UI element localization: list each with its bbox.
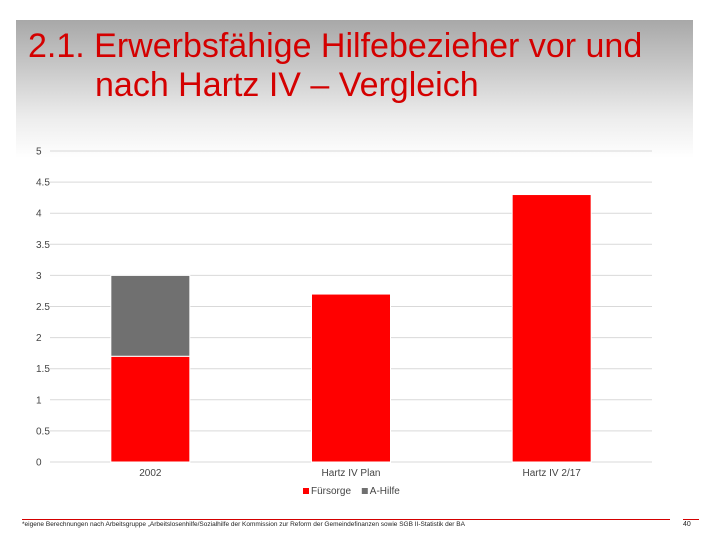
y-tick-label: 3 [36, 271, 42, 282]
page-number: 40 [683, 521, 691, 528]
y-tick-label: 1.5 [36, 364, 50, 375]
slide-title-line-2: nach Hartz IV – Vergleich [95, 66, 479, 104]
y-tick-label: 0.5 [36, 426, 50, 437]
y-tick-label: 2 [36, 333, 42, 344]
bar-a-hilfe [110, 274, 191, 357]
footer-rule-page [683, 519, 699, 520]
legend-swatch [361, 488, 368, 494]
y-tick-label: 2.5 [36, 302, 50, 313]
source-footnote: *eigene Berechnungen nach Arbeitsgruppe … [22, 521, 465, 528]
bar-fuersorge [511, 194, 592, 463]
y-tick-label: 4.5 [36, 178, 50, 189]
legend-label: Fürsorge [311, 486, 351, 497]
y-tick-label: 5 [36, 147, 42, 158]
x-category-label: Hartz IV 2/17 [522, 468, 581, 479]
x-category-label: 2002 [139, 468, 162, 479]
y-tick-label: 1 [36, 395, 42, 406]
legend-swatch [303, 488, 309, 494]
bar-fuersorge [110, 355, 191, 463]
x-category-label: Hartz IV Plan [322, 468, 381, 479]
y-tick-label: 4 [36, 209, 42, 220]
slide-title-line-1: 2.1. Erwerbsfähige Hilfebezieher vor und [28, 27, 643, 65]
legend-label: A-Hilfe [370, 486, 400, 497]
footer-rule [22, 519, 670, 520]
y-tick-label: 3.5 [36, 240, 50, 251]
bar-fuersorge [311, 293, 391, 463]
title-background [16, 20, 693, 158]
y-tick-label: 0 [36, 458, 42, 469]
